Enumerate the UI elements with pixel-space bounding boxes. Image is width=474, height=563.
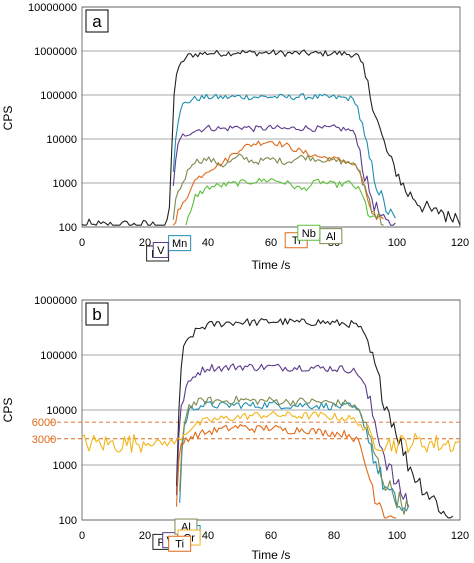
y-tick-label: 100000 <box>40 350 77 362</box>
y-tick-label: 1000 <box>53 178 77 190</box>
series-label-box-nb <box>297 224 321 241</box>
panel-letter-box <box>85 302 109 326</box>
y-tick-label: 1000 <box>53 460 77 472</box>
panel-letter: a <box>92 12 102 31</box>
y-axis-title: CPS <box>1 398 15 423</box>
plot-area <box>81 6 461 228</box>
y-tick-label: 100 <box>59 222 77 234</box>
x-tick-label: 0 <box>79 530 85 542</box>
y-axis-title: CPS <box>1 106 15 131</box>
series-label-al: Al <box>181 522 191 534</box>
series-line-ti <box>175 424 397 519</box>
x-axis-title: Time /s <box>252 548 291 562</box>
x-tick-label: 60 <box>265 237 277 249</box>
y-tick-label: 1000000 <box>34 46 77 58</box>
x-axis-title: Time /s <box>252 258 291 272</box>
y-tick-label: 1000000 <box>34 295 77 307</box>
series-line-mn <box>172 93 396 219</box>
panel-letter: b <box>92 305 101 324</box>
series-label-mn: Mn <box>172 238 187 250</box>
x-tick-label: 20 <box>139 530 151 542</box>
x-tick-label: 100 <box>388 237 406 249</box>
reference-label-3000: 3000 <box>32 434 56 446</box>
series-label-box-v <box>152 242 169 259</box>
series-line-al <box>179 395 410 515</box>
series-line-v <box>175 363 409 508</box>
series-line-mn <box>179 400 410 512</box>
series-line-cr <box>81 410 461 455</box>
y-tick-label: 100 <box>59 515 77 527</box>
series-label-ti: Ti <box>292 235 301 247</box>
panel-letter-box <box>85 9 109 33</box>
series-label-nb: Nb <box>302 228 316 240</box>
series-line-fe <box>175 318 454 519</box>
y-tick-label: 10000 <box>46 405 77 417</box>
y-tick-label: 10000000 <box>28 2 77 14</box>
series-label-ti: Ti <box>175 539 184 551</box>
x-tick-label: 0 <box>79 237 85 249</box>
x-tick-label: 120 <box>451 237 469 249</box>
series-line-nb <box>185 177 375 226</box>
y-tick-label: 100000 <box>40 90 77 102</box>
x-tick-label: 40 <box>202 237 214 249</box>
plot-area <box>81 299 461 521</box>
series-line-fe <box>81 49 461 226</box>
reference-label-6000: 6000 <box>32 417 56 429</box>
series-label-v: V <box>157 245 165 257</box>
series-label-al: Al <box>326 231 336 243</box>
series-line-ti <box>172 140 384 226</box>
x-tick-label: 100 <box>388 530 406 542</box>
x-tick-label: 40 <box>202 530 214 542</box>
chart-panel-b: 100 1000 10000 100000 1000000 0 20 40 60 80 100 120… <box>1 295 469 562</box>
x-tick-label: 120 <box>451 530 469 542</box>
x-tick-label: 60 <box>265 530 277 542</box>
x-tick-label: 80 <box>328 530 340 542</box>
series-line-v <box>172 124 396 226</box>
y-tick-label: 10000 <box>46 134 77 146</box>
series-line-al <box>172 153 384 226</box>
series-label-box-ti <box>168 535 192 552</box>
